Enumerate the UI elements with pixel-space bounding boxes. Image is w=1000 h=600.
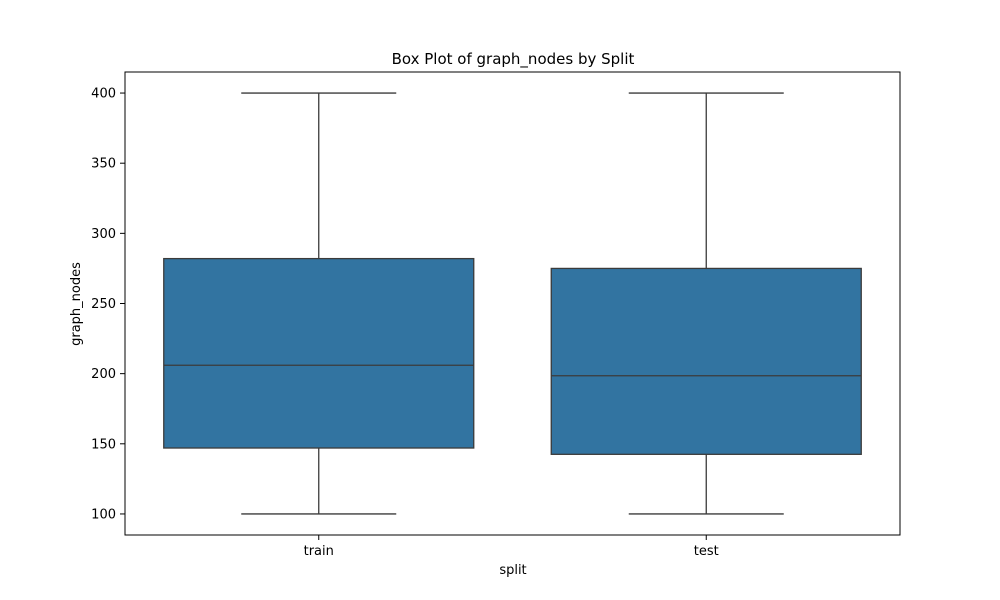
box-test — [550, 92, 862, 515]
y-axis-label: graph_nodes — [69, 262, 84, 346]
x-axis: train test — [304, 535, 719, 559]
box-iqr — [163, 257, 475, 449]
x-tick-label-test: test — [694, 544, 719, 559]
y-tick-label: 200 — [91, 367, 116, 382]
y-tick-label: 400 — [91, 87, 116, 102]
y-tick-label: 150 — [91, 437, 116, 452]
y-tick-label: 300 — [91, 227, 116, 242]
y-tick-label: 250 — [91, 297, 116, 312]
box-iqr — [550, 267, 862, 455]
plot-area — [124, 71, 901, 536]
x-axis-label: split — [499, 563, 526, 578]
x-tick-label-train: train — [304, 544, 334, 559]
box-train — [163, 92, 475, 515]
y-tick-label: 100 — [91, 507, 116, 522]
chart-title: Box Plot of graph_nodes by Split — [392, 50, 635, 69]
y-tick-label: 350 — [91, 157, 116, 172]
y-axis: 100 150 200 250 300 350 400 — [91, 87, 125, 522]
